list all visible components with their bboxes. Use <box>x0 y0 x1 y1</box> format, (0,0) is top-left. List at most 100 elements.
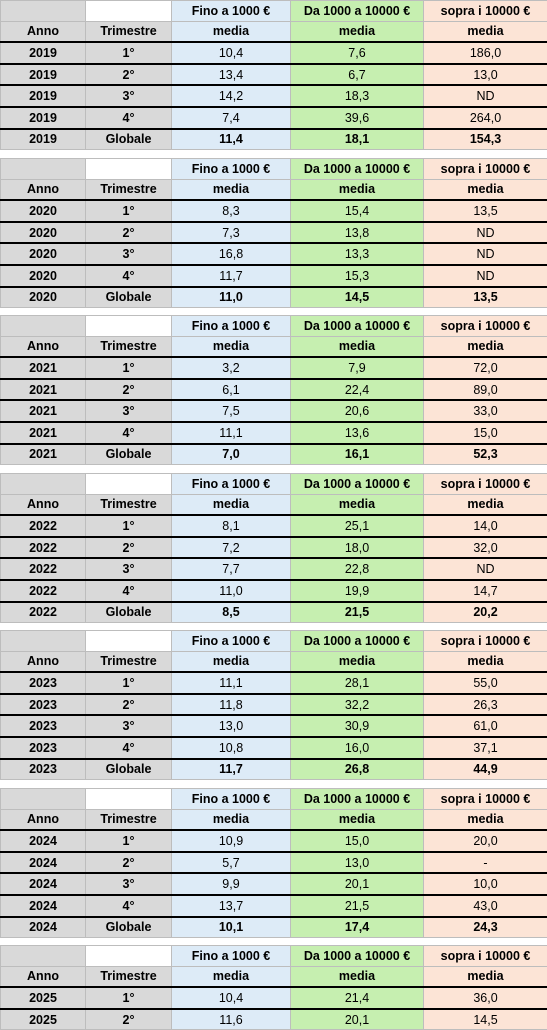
cell-sopra-10000: 15,0 <box>424 422 547 444</box>
band-header-1000-10000: Da 1000 a 10000 € <box>291 631 424 652</box>
band-header-1000-10000: Da 1000 a 10000 € <box>291 946 424 967</box>
header-row-bands: Fino a 1000 €Da 1000 a 10000 €sopra i 10… <box>1 946 547 967</box>
empty-header-cell <box>86 159 172 180</box>
cell-fino-1000: 10,4 <box>172 42 291 64</box>
band-header-1000-10000: Da 1000 a 10000 € <box>291 159 424 180</box>
cell-anno: 2023 <box>1 715 86 737</box>
cell-anno: 2020 <box>1 222 86 244</box>
cell-anno: 2023 <box>1 672 86 694</box>
cell-anno: 2024 <box>1 873 86 895</box>
cell-1000-10000: 39,6 <box>291 107 424 129</box>
cell-1000-10000: 13,3 <box>291 243 424 265</box>
header-row-bands: Fino a 1000 €Da 1000 a 10000 €sopra i 10… <box>1 159 547 180</box>
cell-1000-10000: 13,0 <box>291 852 424 874</box>
year-table: Fino a 1000 €Da 1000 a 10000 €sopra i 10… <box>0 158 547 308</box>
cell-fino-1000: 11,1 <box>172 672 291 694</box>
cell-sopra-10000: 37,1 <box>424 737 547 759</box>
cell-sopra-10000: - <box>424 852 547 874</box>
cell-sopra-10000: 55,0 <box>424 672 547 694</box>
cell-trimestre: 4° <box>86 895 172 917</box>
cell-sopra-10000: ND <box>424 222 547 244</box>
cell-fino-1000: 11,0 <box>172 287 291 308</box>
band-header-up-to-1000: Fino a 1000 € <box>172 946 291 967</box>
cell-sopra-10000: 52,3 <box>424 444 547 465</box>
header-media: media <box>172 21 291 42</box>
cell-sopra-10000: 33,0 <box>424 400 547 422</box>
cell-1000-10000: 7,6 <box>291 42 424 64</box>
year-table: Fino a 1000 €Da 1000 a 10000 €sopra i 10… <box>0 945 547 1030</box>
cell-1000-10000: 20,1 <box>291 1009 424 1030</box>
cell-trimestre: 2° <box>86 222 172 244</box>
header-media: media <box>424 651 547 672</box>
band-header-1000-10000: Da 1000 a 10000 € <box>291 316 424 337</box>
header-anno: Anno <box>1 494 86 515</box>
cell-1000-10000: 19,9 <box>291 580 424 602</box>
cell-anno: 2022 <box>1 558 86 580</box>
cell-1000-10000: 22,4 <box>291 379 424 401</box>
cell-trimestre: 4° <box>86 265 172 287</box>
cell-anno: 2020 <box>1 243 86 265</box>
cell-trimestre: Globale <box>86 444 172 465</box>
cell-1000-10000: 26,8 <box>291 759 424 780</box>
header-media: media <box>172 966 291 987</box>
header-anno: Anno <box>1 651 86 672</box>
year-table: Fino a 1000 €Da 1000 a 10000 €sopra i 10… <box>0 473 547 623</box>
cell-1000-10000: 21,5 <box>291 895 424 917</box>
cell-anno: 2022 <box>1 515 86 537</box>
cell-fino-1000: 11,7 <box>172 265 291 287</box>
cell-fino-1000: 7,5 <box>172 400 291 422</box>
cell-fino-1000: 8,3 <box>172 200 291 222</box>
cell-fino-1000: 3,2 <box>172 357 291 379</box>
cell-1000-10000: 28,1 <box>291 672 424 694</box>
cell-anno: 2023 <box>1 759 86 780</box>
cell-trimestre: 4° <box>86 422 172 444</box>
empty-header-cell <box>1 316 86 337</box>
cell-1000-10000: 15,3 <box>291 265 424 287</box>
header-row-bands: Fino a 1000 €Da 1000 a 10000 €sopra i 10… <box>1 474 547 495</box>
header-anno: Anno <box>1 336 86 357</box>
header-media: media <box>172 494 291 515</box>
cell-trimestre: 4° <box>86 107 172 129</box>
band-header-over-10000: sopra i 10000 € <box>424 474 547 495</box>
band-header-up-to-1000: Fino a 1000 € <box>172 1 291 22</box>
band-header-up-to-1000: Fino a 1000 € <box>172 631 291 652</box>
cell-sopra-10000: 43,0 <box>424 895 547 917</box>
cell-fino-1000: 7,4 <box>172 107 291 129</box>
header-media: media <box>172 651 291 672</box>
cell-sopra-10000: ND <box>424 243 547 265</box>
cell-fino-1000: 7,0 <box>172 444 291 465</box>
header-media: media <box>291 21 424 42</box>
cell-anno: 2022 <box>1 580 86 602</box>
header-media: media <box>424 21 547 42</box>
cell-anno: 2021 <box>1 444 86 465</box>
band-header-up-to-1000: Fino a 1000 € <box>172 474 291 495</box>
cell-sopra-10000: ND <box>424 558 547 580</box>
cell-fino-1000: 11,7 <box>172 759 291 780</box>
header-trimestre: Trimestre <box>86 21 172 42</box>
header-media: media <box>424 966 547 987</box>
cell-anno: 2023 <box>1 694 86 716</box>
cell-sopra-10000: 13,0 <box>424 64 547 86</box>
cell-anno: 2020 <box>1 287 86 308</box>
header-anno: Anno <box>1 966 86 987</box>
empty-header-cell <box>86 789 172 810</box>
cell-anno: 2024 <box>1 830 86 852</box>
cell-1000-10000: 7,9 <box>291 357 424 379</box>
cell-sopra-10000: 13,5 <box>424 200 547 222</box>
header-trimestre: Trimestre <box>86 494 172 515</box>
cell-trimestre: 4° <box>86 580 172 602</box>
header-media: media <box>424 494 547 515</box>
